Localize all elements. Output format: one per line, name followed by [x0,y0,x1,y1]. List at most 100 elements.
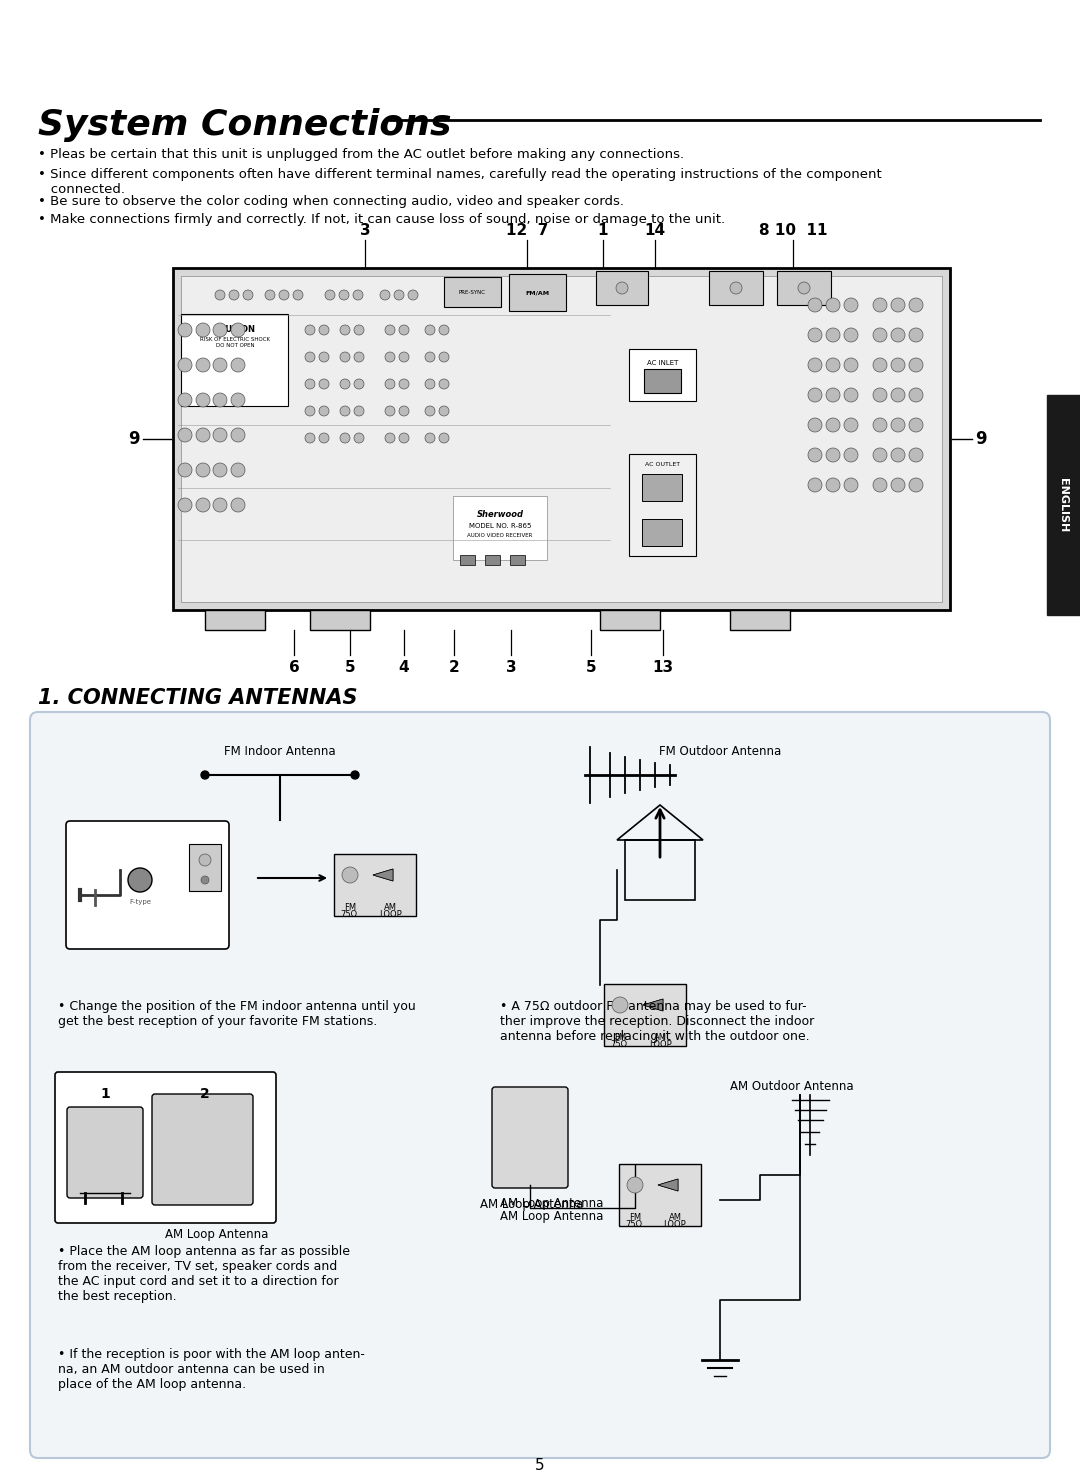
Polygon shape [643,998,663,1012]
Text: AC OUTLET: AC OUTLET [646,461,680,467]
Text: 1. CONNECTING ANTENNAS: 1. CONNECTING ANTENNAS [38,688,357,708]
Circle shape [798,282,810,294]
Circle shape [612,997,627,1013]
Circle shape [730,282,742,294]
Circle shape [195,393,210,407]
Text: 9: 9 [129,430,140,448]
Circle shape [399,433,409,444]
FancyBboxPatch shape [485,555,500,565]
Text: 2: 2 [200,1087,210,1100]
Circle shape [909,448,923,461]
FancyBboxPatch shape [152,1094,253,1205]
FancyBboxPatch shape [310,609,370,630]
Circle shape [351,771,359,779]
Circle shape [384,352,395,362]
Polygon shape [643,998,663,1012]
Circle shape [305,325,315,336]
Text: 6: 6 [288,660,299,674]
Circle shape [339,290,349,300]
Circle shape [178,463,192,478]
Circle shape [342,867,357,883]
Polygon shape [658,1179,678,1191]
Circle shape [843,419,858,432]
Circle shape [231,427,245,442]
Circle shape [340,325,350,336]
Circle shape [843,297,858,312]
Circle shape [340,433,350,444]
Circle shape [129,868,152,892]
Circle shape [195,358,210,373]
FancyBboxPatch shape [30,711,1050,1458]
Circle shape [808,448,822,461]
Text: • Place the AM loop antenna as far as possible
from the receiver, TV set, speake: • Place the AM loop antenna as far as po… [58,1245,350,1303]
Circle shape [909,478,923,493]
Circle shape [178,498,192,512]
Text: AM Loop Antenna: AM Loop Antenna [500,1210,604,1223]
Circle shape [243,290,253,300]
Circle shape [909,387,923,402]
Circle shape [438,407,449,416]
Circle shape [384,407,395,416]
FancyBboxPatch shape [181,277,942,602]
Circle shape [873,297,887,312]
Circle shape [873,419,887,432]
Circle shape [354,433,364,444]
Text: 3: 3 [360,223,370,238]
FancyBboxPatch shape [173,268,950,609]
Circle shape [826,478,840,493]
Circle shape [340,379,350,389]
Text: • Change the position of the FM indoor antenna until you
get the best reception : • Change the position of the FM indoor a… [58,1000,416,1028]
Circle shape [909,297,923,312]
Text: FM: FM [613,1032,626,1043]
FancyBboxPatch shape [708,271,762,305]
Polygon shape [658,1179,678,1191]
Circle shape [213,393,227,407]
Circle shape [199,853,211,867]
Circle shape [408,290,418,300]
Circle shape [426,407,435,416]
Text: 14: 14 [645,223,665,238]
Circle shape [873,358,887,373]
FancyBboxPatch shape [453,495,546,561]
Circle shape [399,352,409,362]
Text: 5: 5 [345,660,355,674]
Circle shape [808,328,822,342]
Circle shape [808,419,822,432]
Text: FM Outdoor Antenna: FM Outdoor Antenna [659,745,781,759]
Circle shape [305,433,315,444]
Circle shape [354,325,364,336]
Text: FM/AM: FM/AM [525,290,549,296]
Circle shape [178,322,192,337]
Circle shape [305,407,315,416]
Text: 75Ω: 75Ω [625,1220,643,1229]
Circle shape [826,419,840,432]
Text: FM Indoor Antenna: FM Indoor Antenna [225,745,336,759]
Circle shape [826,358,840,373]
FancyBboxPatch shape [55,1072,276,1223]
FancyBboxPatch shape [642,519,681,546]
FancyBboxPatch shape [67,1106,143,1198]
Text: System Connections: System Connections [38,108,451,142]
Text: Sherwood: Sherwood [476,510,524,519]
Text: AC INLET: AC INLET [647,359,678,365]
Text: 1: 1 [597,223,608,238]
Circle shape [873,478,887,493]
FancyBboxPatch shape [644,368,681,393]
Circle shape [808,478,822,493]
Circle shape [399,407,409,416]
Circle shape [843,478,858,493]
Circle shape [229,290,239,300]
Circle shape [213,358,227,373]
Circle shape [891,328,905,342]
Circle shape [215,290,225,300]
Text: AM Loop Antenna: AM Loop Antenna [165,1228,268,1241]
Circle shape [319,379,329,389]
FancyBboxPatch shape [777,271,831,305]
Circle shape [340,407,350,416]
Circle shape [293,290,303,300]
Circle shape [843,358,858,373]
Circle shape [808,297,822,312]
Text: 75Ω: 75Ω [610,1040,627,1049]
Circle shape [438,433,449,444]
Text: FM: FM [629,1213,642,1222]
